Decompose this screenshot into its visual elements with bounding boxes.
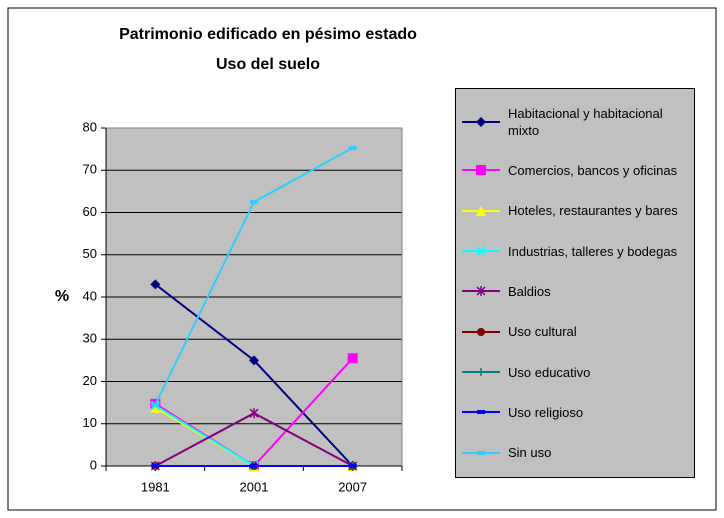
legend-swatch: [462, 327, 500, 336]
marker: [249, 355, 259, 366]
y-tick-label: 20: [83, 373, 97, 388]
legend-label: Industrias, talleres y bodegas: [508, 243, 678, 259]
marker: [476, 116, 486, 127]
marker: [150, 402, 161, 413]
marker: [476, 205, 486, 216]
y-tick-label: 70: [83, 162, 97, 177]
legend-entry: Baldios: [456, 283, 694, 300]
legend-label: Uso cultural: [508, 324, 577, 340]
y-tick-label: 60: [83, 204, 97, 219]
marker: [249, 408, 259, 419]
marker: [477, 368, 485, 377]
x-tick-label: 1981: [141, 479, 170, 494]
legend-swatch: [462, 410, 500, 415]
marker: [476, 246, 486, 256]
legend-swatch: [462, 205, 500, 216]
legend-label: Comercios, bancos y oficinas: [508, 162, 678, 178]
legend-entry: Hoteles, restaurantes y bares: [456, 202, 694, 219]
legend-label: Habitacional y habitacional mixto: [508, 105, 663, 138]
legend-label: Hoteles, restaurantes y bares: [508, 203, 678, 219]
chart-subtitle: Uso del suelo: [216, 56, 320, 73]
legend-swatch: [462, 450, 500, 455]
marker: [347, 353, 358, 364]
marker: [151, 464, 160, 468]
y-tick-label: 50: [83, 246, 97, 261]
legend-label: Uso religioso: [508, 404, 584, 420]
marker: [250, 199, 258, 204]
legend-entry: Sin uso: [456, 444, 694, 461]
legend-swatch: [462, 368, 500, 377]
x-tick-label: 2007: [338, 479, 367, 494]
legend-swatch: [462, 246, 500, 256]
marker: [348, 145, 357, 150]
y-tick-label: 10: [83, 415, 97, 430]
marker: [476, 165, 486, 176]
marker: [477, 327, 485, 336]
marker: [476, 286, 486, 297]
marker: [477, 450, 485, 455]
marker: [250, 464, 258, 468]
legend-entry: Comercios, bancos y oficinas: [456, 162, 694, 179]
y-tick-label: 0: [90, 457, 97, 472]
y-tick-label: 80: [83, 119, 97, 134]
marker: [150, 279, 161, 290]
legend-entry: Industrias, talleres y bodegas: [456, 243, 694, 260]
legend-entry: Uso cultural: [456, 323, 694, 340]
legend-swatch: [462, 116, 500, 127]
legend-entry: Habitacional y habitacional mixto: [456, 105, 694, 139]
y-tick-label: 30: [83, 331, 97, 346]
marker: [151, 402, 160, 407]
x-tick-label: 2001: [240, 479, 269, 494]
marker: [348, 464, 357, 468]
marker: [477, 410, 485, 415]
legend: Habitacional y habitacional mixto Comerci…: [455, 88, 695, 478]
y-axis-label: %: [55, 288, 69, 305]
legend-swatch: [462, 286, 500, 297]
y-tick-label: 40: [83, 288, 97, 303]
legend-label: Sin uso: [508, 445, 552, 461]
chart-title: Patrimonio edificado en pésimo estado: [119, 26, 417, 43]
legend-entry: Uso educativo: [456, 364, 694, 381]
legend-swatch: [462, 165, 500, 176]
legend-label: Uso educativo: [508, 364, 591, 380]
legend-label: Baldios: [508, 283, 551, 299]
legend-entry: Uso religioso: [456, 404, 694, 421]
